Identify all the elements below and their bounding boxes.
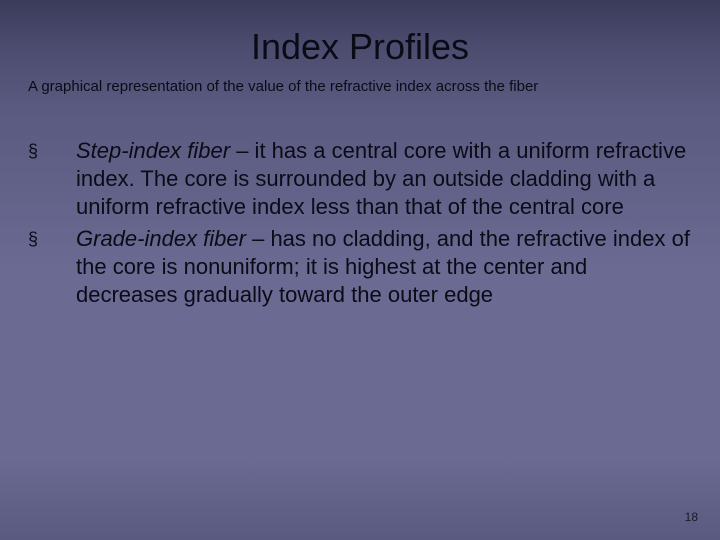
bullet-term: Grade-index fiber: [76, 226, 246, 251]
bullet-text: Grade-index fiber – has no cladding, and…: [76, 225, 692, 309]
bullet-term: Step-index fiber: [76, 138, 230, 163]
bullet-marker-icon: §: [28, 225, 76, 253]
bullet-marker-icon: §: [28, 137, 76, 165]
bullet-text: Step-index fiber – it has a central core…: [76, 137, 692, 221]
slide-title: Index Profiles: [28, 26, 692, 68]
list-item: § Step-index fiber – it has a central co…: [28, 137, 692, 221]
slide: Index Profiles A graphical representatio…: [0, 0, 720, 540]
slide-subtitle: A graphical representation of the value …: [28, 78, 692, 95]
list-item: § Grade-index fiber – has no cladding, a…: [28, 225, 692, 309]
bullet-list: § Step-index fiber – it has a central co…: [28, 137, 692, 309]
page-number: 18: [685, 510, 698, 524]
